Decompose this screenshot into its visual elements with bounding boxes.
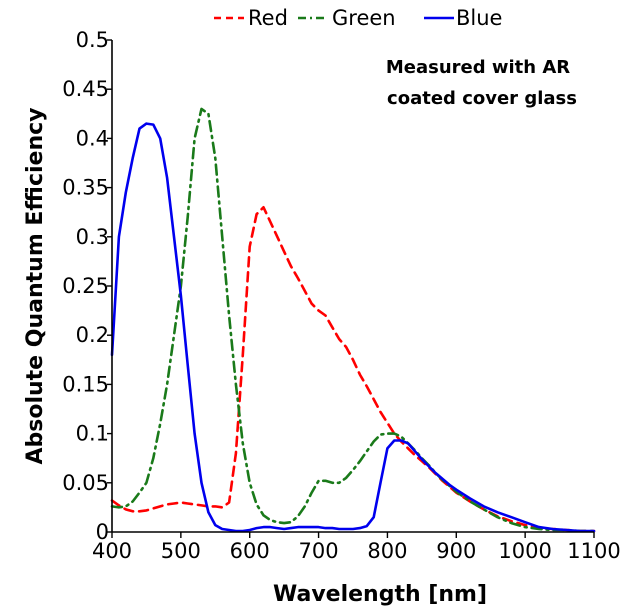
y-tick-label: 0.15 bbox=[62, 372, 109, 396]
legend-label: Red bbox=[248, 6, 288, 30]
x-tick-label: 400 bbox=[92, 539, 132, 563]
series-line-red bbox=[110, 206, 596, 533]
legend-label: Blue bbox=[456, 6, 502, 30]
y-tick-label: 0.35 bbox=[62, 176, 109, 200]
y-tick-label: 0.3 bbox=[76, 225, 109, 249]
x-tick-label: 900 bbox=[436, 539, 476, 563]
annotation-line-2: coated cover glass bbox=[387, 88, 577, 109]
y-tick-label: 0.1 bbox=[76, 422, 109, 446]
y-tick-label: 0 bbox=[96, 520, 109, 544]
x-axis-title: Wavelength [nm] bbox=[273, 582, 487, 607]
series-layer bbox=[110, 107, 596, 533]
y-tick-label: 0.25 bbox=[62, 274, 109, 298]
x-tick-label: 1000 bbox=[498, 539, 551, 563]
axes-layer bbox=[111, 40, 594, 533]
legend: Red Green Blue bbox=[214, 6, 502, 30]
x-tick-label: 500 bbox=[161, 539, 201, 563]
annotation-line-1: Measured with AR bbox=[386, 57, 570, 78]
y-tick-label: 0.2 bbox=[76, 323, 109, 347]
x-tick-label: 1100 bbox=[567, 539, 620, 563]
x-tick-label: 700 bbox=[299, 539, 339, 563]
legend-item-red: Red bbox=[214, 6, 288, 30]
annotation: Measured with AR coated cover glass bbox=[386, 57, 577, 109]
x-tick-label: 800 bbox=[367, 539, 407, 563]
y-tick-label: 0.05 bbox=[62, 471, 109, 495]
y-tick-label: 0.4 bbox=[76, 126, 109, 150]
legend-item-green: Green bbox=[298, 6, 396, 30]
x-tick-label: 600 bbox=[230, 539, 270, 563]
y-axis-title: Absolute Quantum Efficiency bbox=[23, 107, 48, 464]
series-line-blue bbox=[110, 122, 596, 533]
legend-item-blue: Blue bbox=[424, 6, 502, 30]
y-tick-label: 0.5 bbox=[76, 28, 109, 52]
y-tick-label: 0.45 bbox=[62, 77, 109, 101]
ticks-layer: 400 500 600 700 800 900 1000 1100 0 0.05 0.1 0.15 0.… bbox=[62, 28, 620, 563]
legend-label: Green bbox=[332, 6, 396, 30]
